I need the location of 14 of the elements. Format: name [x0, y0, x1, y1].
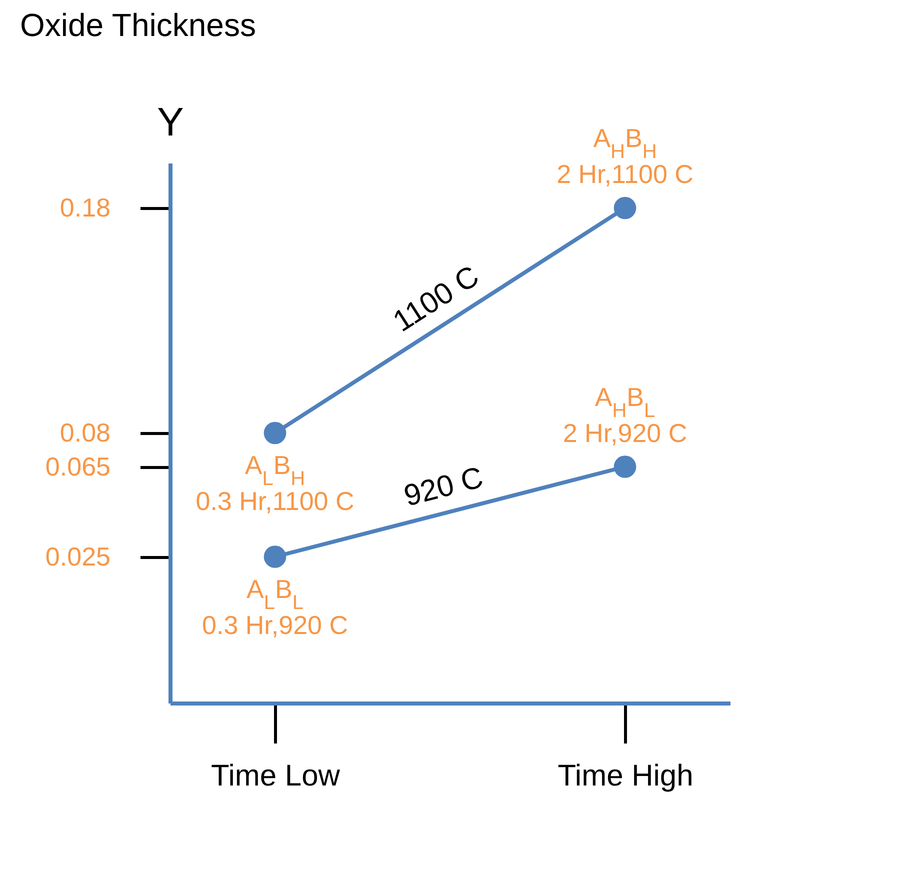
- y-tick-label: 0.08: [60, 418, 110, 448]
- y-tick-label: 0.065: [45, 451, 110, 482]
- y-tick-label: 0.18: [60, 192, 110, 222]
- point: [614, 196, 636, 220]
- point: [264, 546, 286, 568]
- point: [614, 456, 636, 478]
- point: [264, 422, 286, 444]
- text: 920 C: [400, 461, 487, 514]
- x-tick-label: Time Low: [211, 760, 340, 792]
- y-tick-label: 0.025: [45, 541, 110, 572]
- y-axis-title: Y: [157, 100, 184, 144]
- text: 1100 C: [388, 260, 485, 338]
- x-tick-label: Time High: [558, 760, 694, 792]
- chart-title: Oxide Thickness: [20, 7, 256, 43]
